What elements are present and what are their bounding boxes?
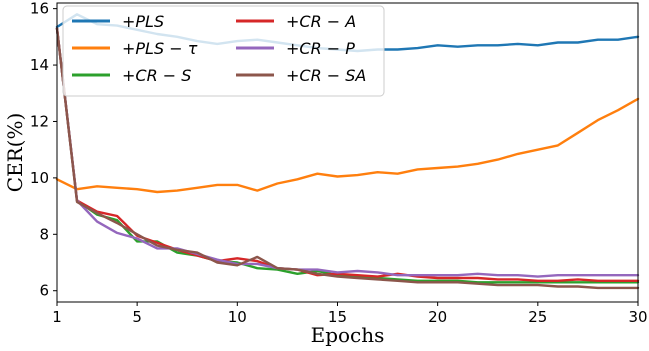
y-axis-label: CER(%): [3, 113, 27, 193]
legend: +PLS +PLS − τ +CR − S +CR − A +CR − P +CR − S…: [62, 5, 385, 97]
x-axis-label: Epochs: [311, 323, 385, 347]
legend-label: +CR − A: [286, 12, 356, 31]
x-tick-label: 5: [132, 308, 142, 326]
plot-frame: [56, 2, 639, 303]
legend-box: [62, 5, 385, 97]
x-tick-label: 1: [52, 308, 62, 326]
series-line-4: [55, 27, 640, 278]
y-tick-label: 6: [39, 282, 49, 300]
series-line-5: [55, 27, 640, 290]
x-tick-label: 20: [428, 308, 447, 326]
x-tick-label: 25: [528, 308, 547, 326]
legend-label: +CR − S: [122, 66, 191, 85]
y-tick-label: 14: [30, 56, 49, 74]
x-axis: 1 5 10 15 20 25 30: [52, 302, 648, 326]
y-tick-label: 8: [39, 225, 49, 243]
y-tick-label: 12: [30, 112, 49, 130]
legend-label: +PLS − τ: [122, 39, 198, 58]
series-line-1: [55, 97, 640, 194]
x-tick-label: 10: [228, 308, 247, 326]
series-line-3: [55, 27, 640, 282]
x-tick-label: 30: [628, 308, 647, 326]
y-tick-label: 16: [30, 0, 49, 18]
x-tick-label: 15: [328, 308, 347, 326]
plot-marks: [55, 13, 640, 290]
legend-label: +PLS: [122, 12, 164, 31]
legend-label: +CR − SA: [286, 66, 366, 85]
legend-label: +CR − P: [286, 39, 355, 58]
y-tick-label: 10: [30, 169, 49, 187]
y-axis: 6 8 10 12 14 16: [30, 0, 57, 300]
